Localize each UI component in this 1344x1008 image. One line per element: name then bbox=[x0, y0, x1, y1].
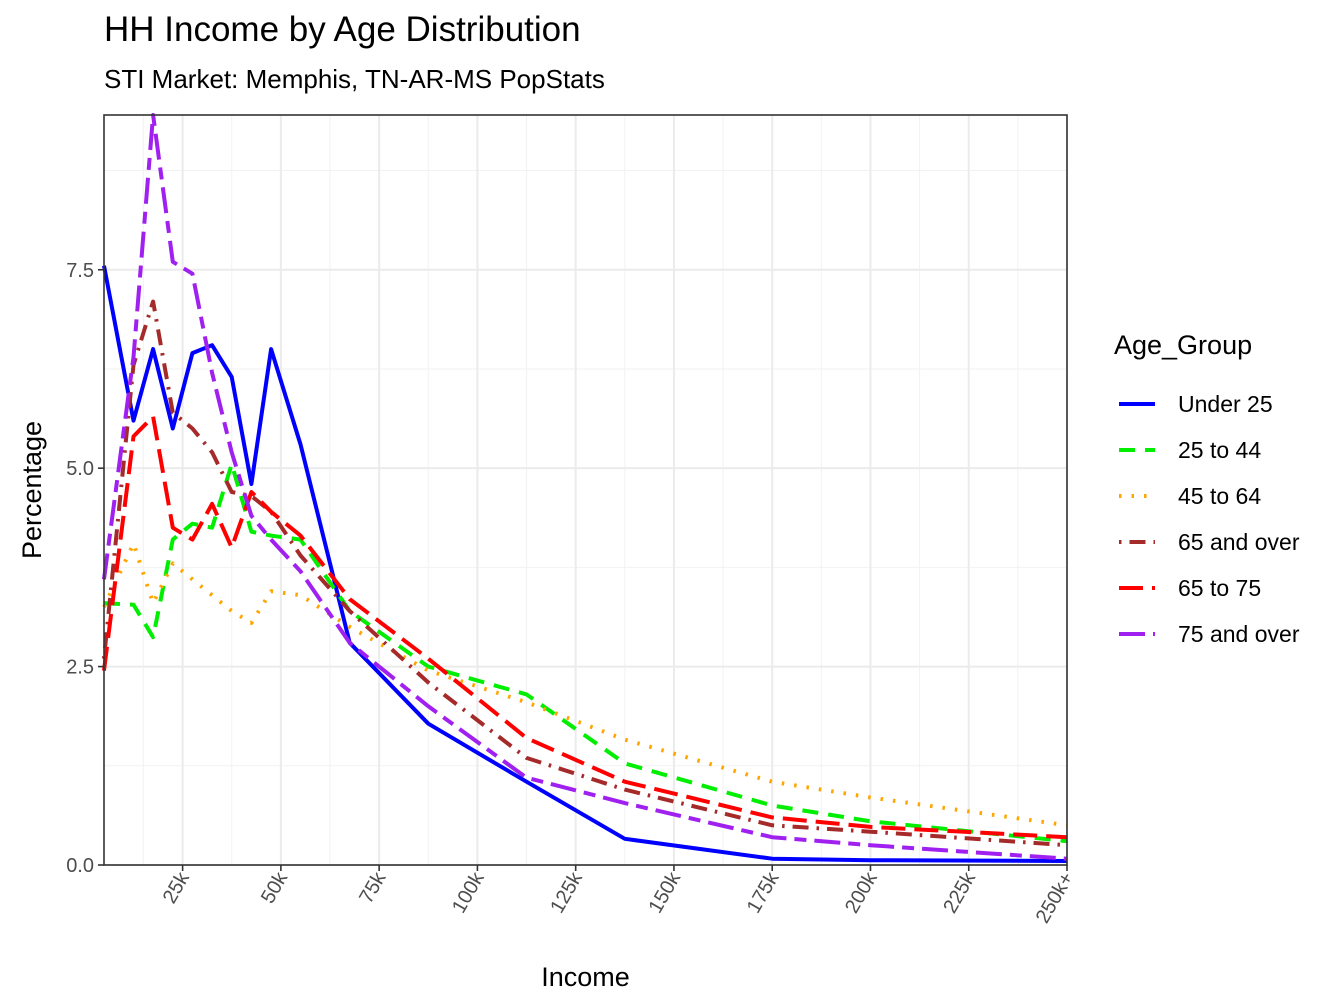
legend-key bbox=[1119, 632, 1155, 636]
legend-item: 45 to 64 bbox=[1114, 473, 1299, 519]
legend-key bbox=[1119, 540, 1155, 544]
x-tick-label: 75k bbox=[355, 868, 391, 908]
x-tick-label: 100k bbox=[448, 868, 489, 917]
x-tick-label: 200k bbox=[841, 868, 882, 917]
legend-key bbox=[1119, 448, 1155, 452]
x-tick-label: 175k bbox=[743, 868, 784, 917]
x-axis-title: Income bbox=[541, 962, 630, 992]
series-line-under-25 bbox=[102, 265, 1068, 863]
legend-label: 65 to 75 bbox=[1178, 574, 1262, 601]
legend-label: 25 to 44 bbox=[1178, 436, 1262, 463]
series-line-75-and-over bbox=[102, 113, 1068, 861]
x-tick-label: 125k bbox=[546, 868, 587, 917]
legend-label: 65 and over bbox=[1178, 528, 1300, 555]
series-line-25-to-44 bbox=[103, 462, 1068, 844]
series-line-65-and-over bbox=[102, 299, 1068, 848]
x-tick-label: 150k bbox=[645, 868, 686, 917]
x-tick-label: 225k bbox=[939, 868, 980, 917]
series-line-65-to-75 bbox=[102, 414, 1068, 840]
legend-key bbox=[1119, 402, 1155, 406]
x-tick-label: 50k bbox=[257, 868, 293, 908]
legend-item: 25 to 44 bbox=[1114, 427, 1299, 473]
y-axis-title: Percentage bbox=[17, 421, 47, 559]
legend-label: Under 25 bbox=[1178, 390, 1273, 417]
y-tick-label: 0.0 bbox=[66, 855, 94, 877]
y-tick-label: 5.0 bbox=[66, 458, 94, 480]
chart-title: HH Income by Age Distribution bbox=[104, 10, 581, 49]
y-tick-label: 2.5 bbox=[66, 657, 94, 679]
legend: Age_Group Under 25 25 to 44 45 to 64 65 and… bbox=[1114, 330, 1299, 657]
legend-item: 65 and over bbox=[1114, 519, 1299, 565]
x-tick-label: 250k+ bbox=[1032, 869, 1079, 928]
legend-label: 45 to 64 bbox=[1178, 482, 1262, 509]
series-line-45-to-64 bbox=[102, 541, 1068, 828]
legend-item: 65 to 75 bbox=[1114, 565, 1299, 611]
x-tick-label: 25k bbox=[159, 868, 195, 908]
legend-item: 75 and over bbox=[1114, 611, 1299, 657]
legend-key bbox=[1119, 586, 1155, 590]
legend-label: 75 and over bbox=[1178, 620, 1300, 647]
chart-subtitle: STI Market: Memphis, TN-AR-MS PopStats bbox=[104, 64, 605, 94]
legend-title: Age_Group bbox=[1114, 330, 1253, 360]
y-tick-label: 7.5 bbox=[66, 260, 94, 282]
plot-panel-border bbox=[103, 114, 1068, 866]
legend-key bbox=[1119, 494, 1155, 498]
legend-item: Under 25 bbox=[1114, 381, 1299, 427]
plot-panel-background bbox=[104, 115, 1067, 865]
